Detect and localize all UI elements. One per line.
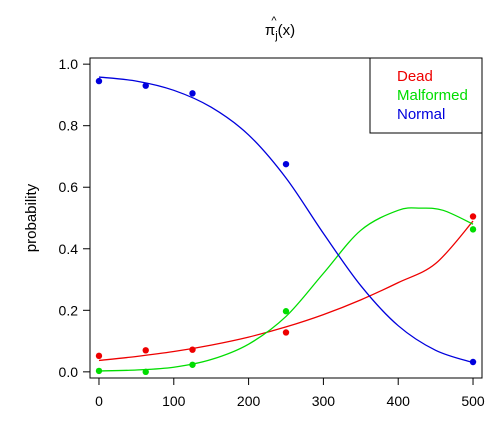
observed-points [95, 77, 477, 376]
y-tick-label: 0.4 [59, 241, 79, 257]
fitted-curves [98, 76, 474, 372]
point-dead [142, 347, 149, 354]
point-malformed [95, 367, 103, 375]
legend-entry-dead: Dead [397, 68, 433, 85]
x-tick-label: 100 [162, 393, 186, 409]
point-normal [469, 358, 477, 366]
y-tick-label: 0.8 [59, 118, 79, 134]
curve-dead [98, 220, 474, 362]
legend-box [369, 57, 483, 134]
point-dead [189, 346, 196, 353]
legend-entry-malformed: Malformed [397, 87, 468, 104]
title-suffix: (x) [278, 22, 296, 39]
legend-entry-normal: Normal [397, 106, 445, 123]
point-dead [95, 352, 103, 360]
x-tick-label: 200 [237, 393, 261, 409]
point-normal [189, 90, 196, 97]
y-tick-label: 0.2 [59, 302, 79, 318]
y-tick-label: 1.0 [59, 56, 79, 72]
title-hat: ^ [271, 15, 277, 27]
axes: 0 100 200 300 400 500 0.0 0.2 0.4 0.6 0.8 1.0 [59, 56, 485, 409]
legend: Dead Malformed Normal [369, 57, 483, 134]
y-tick-label: 0.0 [59, 364, 79, 380]
title-subscript: j [274, 30, 277, 42]
point-malformed [282, 308, 290, 315]
point-normal [282, 160, 290, 168]
point-normal [142, 82, 149, 89]
title-main: π [265, 22, 275, 39]
y-axis-label: probability [23, 183, 40, 252]
x-tick-label: 0 [95, 393, 103, 409]
curve-malformed [98, 207, 474, 372]
point-malformed [189, 361, 196, 368]
point-malformed [469, 226, 477, 233]
chart-title: πj(x) [265, 22, 295, 42]
curve-normal [98, 76, 474, 364]
point-malformed [142, 368, 149, 376]
point-normal [95, 77, 103, 85]
point-dead [469, 213, 477, 220]
plot-frame [89, 57, 483, 379]
point-dead [282, 329, 290, 336]
x-tick-label: 500 [461, 393, 485, 409]
x-tick-label: 300 [312, 393, 336, 409]
x-tick-label: 400 [387, 393, 411, 409]
y-tick-label: 0.6 [59, 179, 79, 195]
